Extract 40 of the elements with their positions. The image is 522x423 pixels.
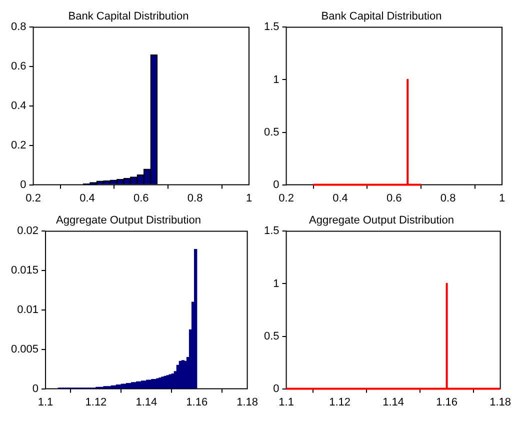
x-tick-label: 0.4 [80,192,95,204]
y-tick-label: 0.5 [264,126,280,138]
x-tick-label: 1.12 [85,396,107,408]
x-tick-label: 1 [246,192,252,204]
x-tick-label: 1.16 [186,396,208,408]
x-tick-label: 0.6 [386,192,402,204]
y-tick-label: 0.8 [10,21,26,34]
x-tick-label: 0.8 [187,192,203,204]
x-tick-label: 1.12 [329,396,351,408]
y-tick-label: 0 [32,382,39,395]
y-tick-label: 1.5 [264,21,280,34]
y-tick-label: 0.6 [10,60,26,73]
x-tick-label: 1.14 [382,396,404,408]
y-tick-label: 0.4 [10,100,26,112]
y-tick-label: 1 [273,278,280,290]
y-tick-label: 0.015 [10,264,39,277]
chart-title: Aggregate Output Distribution [309,214,454,227]
x-tick-label: 0.8 [440,192,456,204]
x-tick-label: 0.6 [133,192,149,204]
y-tick-label: 0.005 [10,343,39,356]
x-tick-label: 1.14 [136,396,158,408]
chart-title: Bank Capital Distribution [321,10,442,23]
y-tick-label: 0 [273,178,280,191]
y-tick-label: 0.02 [17,225,39,238]
x-tick-label: 1.18 [236,396,258,408]
y-tick-label: 1.5 [264,225,280,238]
y-tick-label: 0 [273,382,280,395]
chart-title: Aggregate Output Distribution [56,214,201,227]
x-tick-label: 0.4 [332,192,348,204]
x-tick-label: 1.16 [436,396,458,408]
x-tick-label: 1 [498,192,506,204]
x-tick-label: 1.18 [490,396,512,408]
y-tick-label: 0.2 [10,139,26,152]
y-tick-label: 0 [20,178,26,191]
x-tick-label: 1.1 [278,396,294,408]
x-tick-label: 1.1 [38,396,54,408]
y-tick-label: 0.01 [17,304,39,316]
y-tick-label: 1 [273,74,280,86]
y-tick-label: 0.5 [264,330,280,342]
chart-title: Bank Capital Distribution [68,10,189,23]
